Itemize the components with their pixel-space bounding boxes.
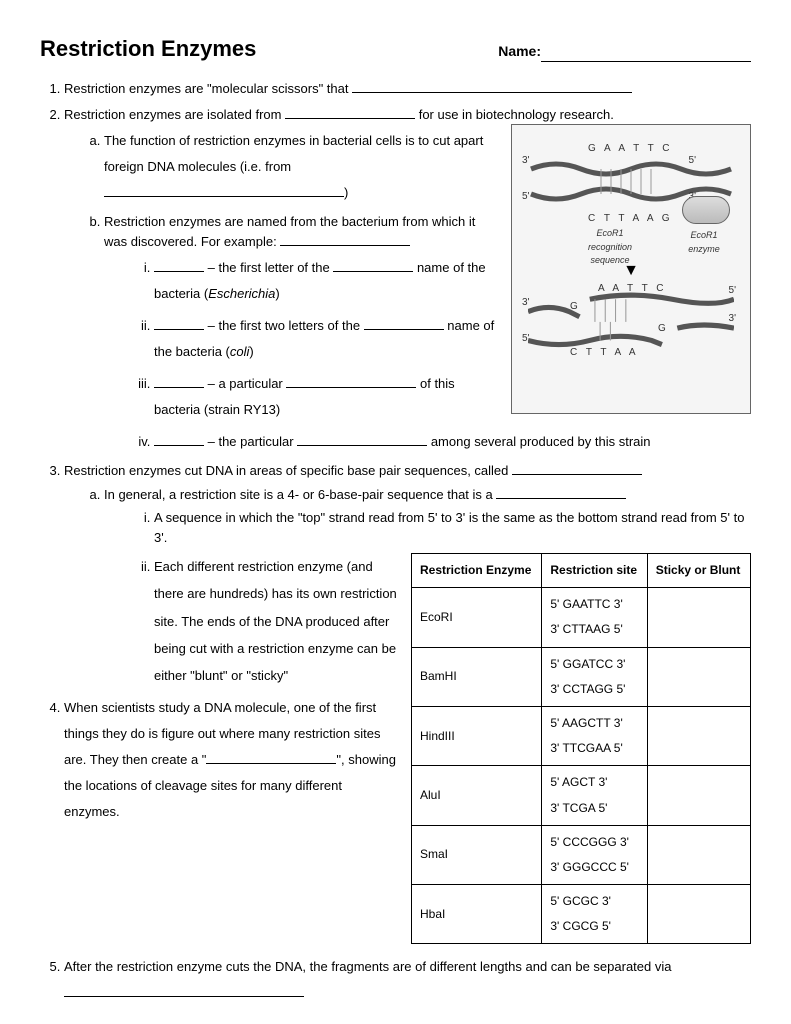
q2a-end: ) — [344, 185, 348, 200]
cell-sticky[interactable] — [647, 766, 750, 825]
dna-diagram: G A A T T C 3' — [511, 124, 751, 414]
cell-sticky[interactable] — [647, 588, 750, 647]
cell-site: 5' GGATCC 3'3' CCTAGG 5' — [542, 647, 647, 706]
item-3a-sublist: A sequence in which the "top" strand rea… — [104, 508, 751, 689]
q3aii-text: Each different restriction enzyme (and t… — [154, 559, 397, 683]
label-3p: 3' — [729, 311, 736, 326]
table-header-row: Restriction Enzyme Restriction site Stic… — [412, 554, 751, 588]
item-3aii: Restriction Enzyme Restriction site Stic… — [154, 553, 751, 689]
cell-enzyme: AluI — [412, 766, 542, 825]
th-sticky: Sticky or Blunt — [647, 554, 750, 588]
t: Escherichia — [208, 286, 275, 301]
header: Restriction Enzymes Name: — [40, 32, 751, 65]
table-row: HbaI5' GCGC 3'3' CGCG 5' — [412, 885, 751, 944]
table-row: HindIII5' AAGCTT 3'3' TTCGAA 5' — [412, 706, 751, 765]
name-label: Name: — [498, 43, 541, 59]
restriction-table: Restriction Enzyme Restriction site Stic… — [411, 553, 751, 944]
label-5p: 5' — [689, 153, 696, 168]
cell-sticky[interactable] — [647, 647, 750, 706]
item-2biv: – the particular among several produced … — [154, 429, 751, 455]
cut-bot: C T T A A — [570, 345, 639, 360]
label-5p: 5' — [729, 283, 736, 298]
cell-site: 5' GCGC 3'3' CGCG 5' — [542, 885, 647, 944]
q2-text-b: for use in biotechnology research. — [415, 107, 614, 122]
blank[interactable] — [496, 487, 626, 499]
cell-site: 5' CCCGGG 3'3' GGGCCC 5' — [542, 825, 647, 884]
item-3-sublist: In general, a restriction site is a 4- o… — [64, 485, 751, 690]
enzyme-label: EcoR1 enzyme — [674, 229, 734, 256]
blank[interactable] — [333, 260, 413, 272]
helix-cut-icon — [528, 291, 734, 336]
name-blank[interactable] — [541, 48, 751, 62]
t: among several produced by this strain — [427, 434, 650, 449]
name-field: Name: — [498, 41, 751, 62]
cell-sticky[interactable] — [647, 825, 750, 884]
blank[interactable] — [206, 752, 336, 764]
q3-text: Restriction enzymes cut DNA in areas of … — [64, 463, 512, 478]
q2-text-a: Restriction enzymes are isolated from — [64, 107, 285, 122]
label-g: G — [570, 299, 578, 314]
blank[interactable] — [352, 81, 632, 93]
q3a-text: In general, a restriction site is a 4- o… — [104, 487, 496, 502]
cell-sticky[interactable] — [647, 885, 750, 944]
t: – the particular — [204, 434, 297, 449]
enzyme-capsule-icon — [682, 196, 730, 224]
th-site: Restriction site — [542, 554, 647, 588]
blank[interactable] — [297, 434, 427, 446]
blank[interactable] — [64, 985, 304, 997]
table-row: BamHI5' GGATCC 3'3' CCTAGG 5' — [412, 647, 751, 706]
cell-enzyme: EcoRI — [412, 588, 542, 647]
item-3a: In general, a restriction site is a 4- o… — [104, 485, 751, 690]
t: – the first letter of the — [204, 260, 333, 275]
label-5p: 5' — [522, 189, 529, 204]
table-row: EcoRI5' GAATTC 3'3' CTTAAG 5' — [412, 588, 751, 647]
label-5p: 5' — [522, 331, 529, 346]
blank[interactable] — [364, 318, 444, 330]
q3ai-text: A sequence in which the "top" strand rea… — [154, 510, 744, 545]
q2a-text: The function of restriction enzymes in b… — [104, 133, 483, 174]
item-3ai: A sequence in which the "top" strand rea… — [154, 508, 751, 547]
cell-enzyme: HindIII — [412, 706, 542, 765]
cell-sticky[interactable] — [647, 706, 750, 765]
t: – a particular — [204, 376, 286, 391]
item-1: Restriction enzymes are "molecular sciss… — [64, 79, 751, 99]
item-5: After the restriction enzyme cuts the DN… — [64, 954, 751, 1006]
blank[interactable] — [154, 260, 204, 272]
th-enzyme: Restriction Enzyme — [412, 554, 542, 588]
blank[interactable] — [154, 318, 204, 330]
cell-enzyme: HbaI — [412, 885, 542, 944]
cell-enzyme: SmaI — [412, 825, 542, 884]
t: ) — [275, 286, 279, 301]
blank[interactable] — [285, 107, 415, 119]
cell-enzyme: BamHI — [412, 647, 542, 706]
t: – the first two letters of the — [204, 318, 364, 333]
blank[interactable] — [280, 234, 410, 246]
label-3p: 3' — [522, 153, 529, 168]
item-2: Restriction enzymes are isolated from fo… — [64, 105, 751, 456]
q5-text: After the restriction enzyme cuts the DN… — [64, 959, 671, 974]
page-title: Restriction Enzymes — [40, 32, 256, 65]
blank[interactable] — [154, 434, 204, 446]
table-row: AluI5' AGCT 3'3' TCGA 5' — [412, 766, 751, 825]
blank[interactable] — [154, 376, 204, 388]
blank[interactable] — [512, 463, 642, 475]
main-list: Restriction enzymes are "molecular sciss… — [40, 79, 751, 1006]
blank[interactable] — [104, 185, 344, 197]
seq-bot: C T T A A G — [588, 211, 673, 226]
seq-top: G A A T T C — [588, 141, 673, 156]
q1-text: Restriction enzymes are "molecular sciss… — [64, 81, 352, 96]
blank[interactable] — [286, 376, 416, 388]
cell-site: 5' AAGCTT 3'3' TTCGAA 5' — [542, 706, 647, 765]
cell-site: 5' GAATTC 3'3' CTTAAG 5' — [542, 588, 647, 647]
t: coli — [230, 344, 250, 359]
item-3: Restriction enzymes cut DNA in areas of … — [64, 461, 751, 689]
label-3p: 3' — [522, 295, 529, 310]
t: ) — [249, 344, 253, 359]
arrow-down-icon: ▼ — [623, 259, 639, 283]
table-row: SmaI5' CCCGGG 3'3' GGGCCC 5' — [412, 825, 751, 884]
cell-site: 5' AGCT 3'3' TCGA 5' — [542, 766, 647, 825]
label-g: G — [658, 321, 666, 336]
